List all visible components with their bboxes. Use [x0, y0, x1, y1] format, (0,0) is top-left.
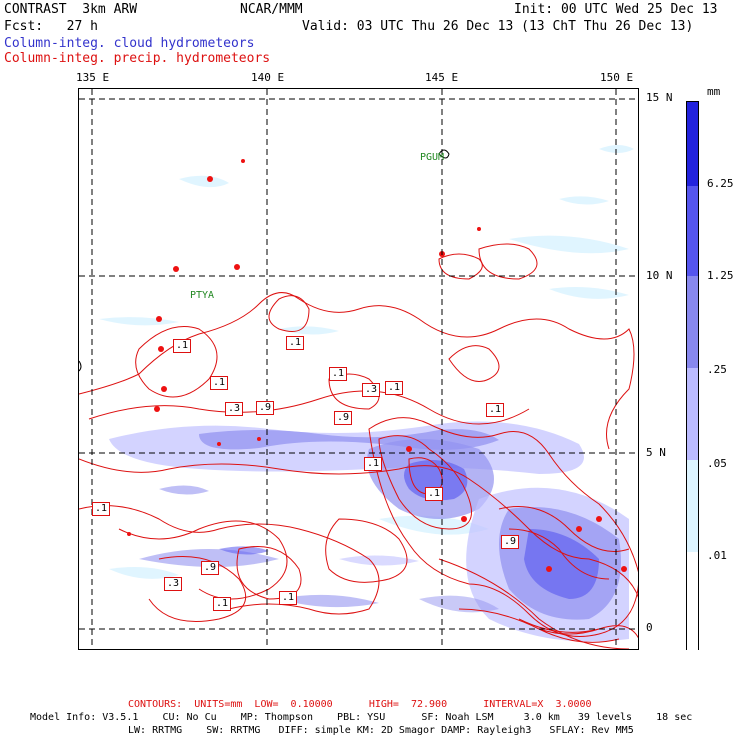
contour-label: .9 [201, 561, 220, 575]
colorbar-seg-1 [687, 186, 698, 276]
precip-contours [79, 243, 638, 649]
lon-label-150: 150 E [600, 71, 634, 84]
cloud-shading [99, 145, 634, 642]
lat-label-15n: 15 N [646, 91, 673, 104]
contour-label: .1 [486, 403, 505, 417]
valid-time: Valid: 03 UTC Thu 26 Dec 13 (13 ChT Thu … [302, 19, 694, 34]
colorbar-label-6-25: 6.25 [707, 177, 734, 190]
physics-info: LW: RRTMG SW: RRTMG DIFF: simple KM: 2D … [128, 725, 634, 736]
contour-label: .9 [501, 535, 520, 549]
contours-info: CONTOURS: UNITS=mm LOW= 0.10000 HIGH= 72… [128, 699, 592, 710]
contour-label: .9 [256, 401, 275, 415]
place-label-pgum: PGUM [420, 152, 445, 163]
colorbar-label-0-25: .25 [707, 363, 727, 376]
contour-label: .1 [92, 502, 111, 516]
legend-precip: Column-integ. precip. hydrometeors [4, 51, 271, 66]
contour-label: .1 [425, 487, 444, 501]
contour-label: .1 [213, 597, 232, 611]
contour-label: .3 [362, 383, 381, 397]
colorbar-seg-2 [687, 276, 698, 368]
plot-title: CONTRAST 3km ARW [4, 2, 138, 17]
lon-label-135: 135 E [76, 71, 110, 84]
map-panel[interactable]: PGUM PTYA .1 .1 .1 .3 .9 .1 .9 .1 .3 .1 .1 .9 .1 .3 .9… [78, 88, 639, 650]
contour-label: .1 [364, 457, 383, 471]
contour-label: .1 [210, 376, 229, 390]
lat-label-0: 0 [646, 621, 653, 634]
colorbar-seg-5 [687, 552, 698, 651]
lon-label-140: 140 E [251, 71, 285, 84]
colorbar-label-0-05: .05 [707, 457, 727, 470]
colorbar-seg-0 [687, 102, 698, 186]
center-label: NCAR/MMM [240, 2, 303, 17]
colorbar-seg-4 [687, 460, 698, 552]
contour-label: .1 [286, 336, 305, 350]
legend-cloud: Column-integ. cloud hydrometeors [4, 36, 255, 51]
forecast-hour: Fcst: 27 h [4, 19, 98, 34]
contour-label: .1 [173, 339, 192, 353]
precip-cores [127, 159, 627, 572]
map-canvas [79, 89, 638, 649]
lat-label-5n: 5 N [646, 446, 666, 459]
contour-label: .1 [385, 381, 404, 395]
lat-lon-grid [79, 89, 638, 649]
place-label-ptya: PTYA [190, 290, 215, 301]
lat-label-10n: 10 N [646, 269, 673, 282]
contour-label: .3 [164, 577, 183, 591]
contour-label: .3 [225, 402, 244, 416]
contour-label: .1 [329, 367, 348, 381]
colorbar [686, 101, 699, 651]
colorbar-unit: mm [707, 85, 721, 98]
init-time: Init: 00 UTC Wed 25 Dec 13 [514, 2, 718, 17]
model-info: Model Info: V3.5.1 CU: No Cu MP: Thompso… [30, 712, 693, 723]
contour-label: .9 [334, 411, 353, 425]
contour-label: .1 [279, 591, 298, 605]
colorbar-label-1-25: 1.25 [707, 269, 734, 282]
colorbar-label-0-01: .01 [707, 549, 727, 562]
colorbar-seg-3 [687, 368, 698, 460]
lon-label-145: 145 E [425, 71, 459, 84]
